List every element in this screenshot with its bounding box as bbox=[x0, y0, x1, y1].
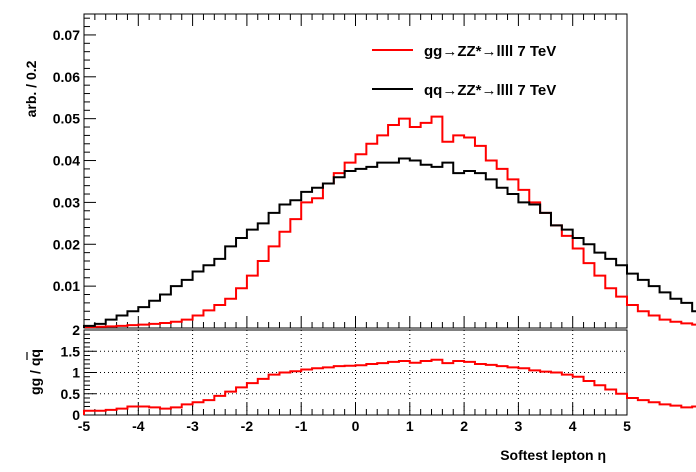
ratio-x-tick-label: 2 bbox=[460, 418, 468, 434]
main-series-line-0 bbox=[83, 115, 696, 329]
main-series-line-1 bbox=[83, 157, 696, 328]
main-y-tick-label: 0.02 bbox=[53, 236, 80, 252]
ratio-x-tick-label: 1 bbox=[406, 418, 414, 434]
main-series-group bbox=[83, 115, 696, 329]
legend-label-qq: qq→ZZ*→llll 7 TeV bbox=[424, 82, 556, 99]
ratio-x-tick-label: 0 bbox=[352, 418, 360, 434]
ratio-x-tick-label: -5 bbox=[78, 418, 91, 434]
ratio-x-axis-label: Softest lepton η bbox=[500, 447, 606, 463]
main-y-tick-label: 0.05 bbox=[53, 111, 80, 127]
legend: gg→ZZ*→llll 7 TeV qq→ZZ*→llll 7 TeV bbox=[372, 43, 556, 99]
main-y-tick-label: 0.07 bbox=[53, 27, 80, 43]
ratio-y-tick-label: 1.5 bbox=[61, 343, 81, 359]
ratio-x-tick-label: 3 bbox=[515, 418, 523, 434]
main-y-axis: 0.01 0.02 0.03 0.04 0.05 0.06 0.07 bbox=[53, 14, 628, 328]
ratio-y-tick-label: 0 bbox=[72, 407, 80, 423]
main-y-axis-label: arb. / 0.2 bbox=[23, 60, 39, 117]
main-y-tick-label: 0.06 bbox=[53, 69, 80, 85]
ratio-x-tick-label: -1 bbox=[295, 418, 308, 434]
ratio-y-tick-label: 0.5 bbox=[61, 386, 81, 402]
ratio-x-tick-label: 5 bbox=[623, 418, 631, 434]
ratio-panel: 0 0.5 1 1.5 2 -5 -4 -3 -2 -1 0 1 2 3 4 5 gg / qq Softe… bbox=[26, 322, 696, 463]
ratio-x-tick-label: -4 bbox=[132, 418, 145, 434]
main-y-tick-label: 0.03 bbox=[53, 194, 80, 210]
legend-label-gg: gg→ZZ*→llll 7 TeV bbox=[424, 43, 556, 60]
ratio-x-tick-label: -2 bbox=[241, 418, 254, 434]
main-panel: 0.010.020.030.040.050.060.07 arb. / 0.2 … bbox=[23, 13, 696, 329]
ratio-series-group bbox=[83, 358, 696, 415]
ratio-series-line-0 bbox=[83, 358, 696, 415]
ratio-y-tick-label: 1 bbox=[72, 365, 80, 381]
ratio-x-tick-label: -3 bbox=[186, 418, 199, 434]
ratio-x-tick-label: 4 bbox=[569, 418, 577, 434]
ratio-y-axis-label: gg / qq bbox=[27, 349, 43, 395]
main-y-tick-label: 0.01 bbox=[53, 278, 80, 294]
main-y-tick-label: 0.04 bbox=[53, 153, 80, 169]
ratio-y-axis: 0 0.5 1 1.5 2 bbox=[61, 322, 96, 423]
ratio-y-tick-label: 2 bbox=[72, 322, 80, 338]
